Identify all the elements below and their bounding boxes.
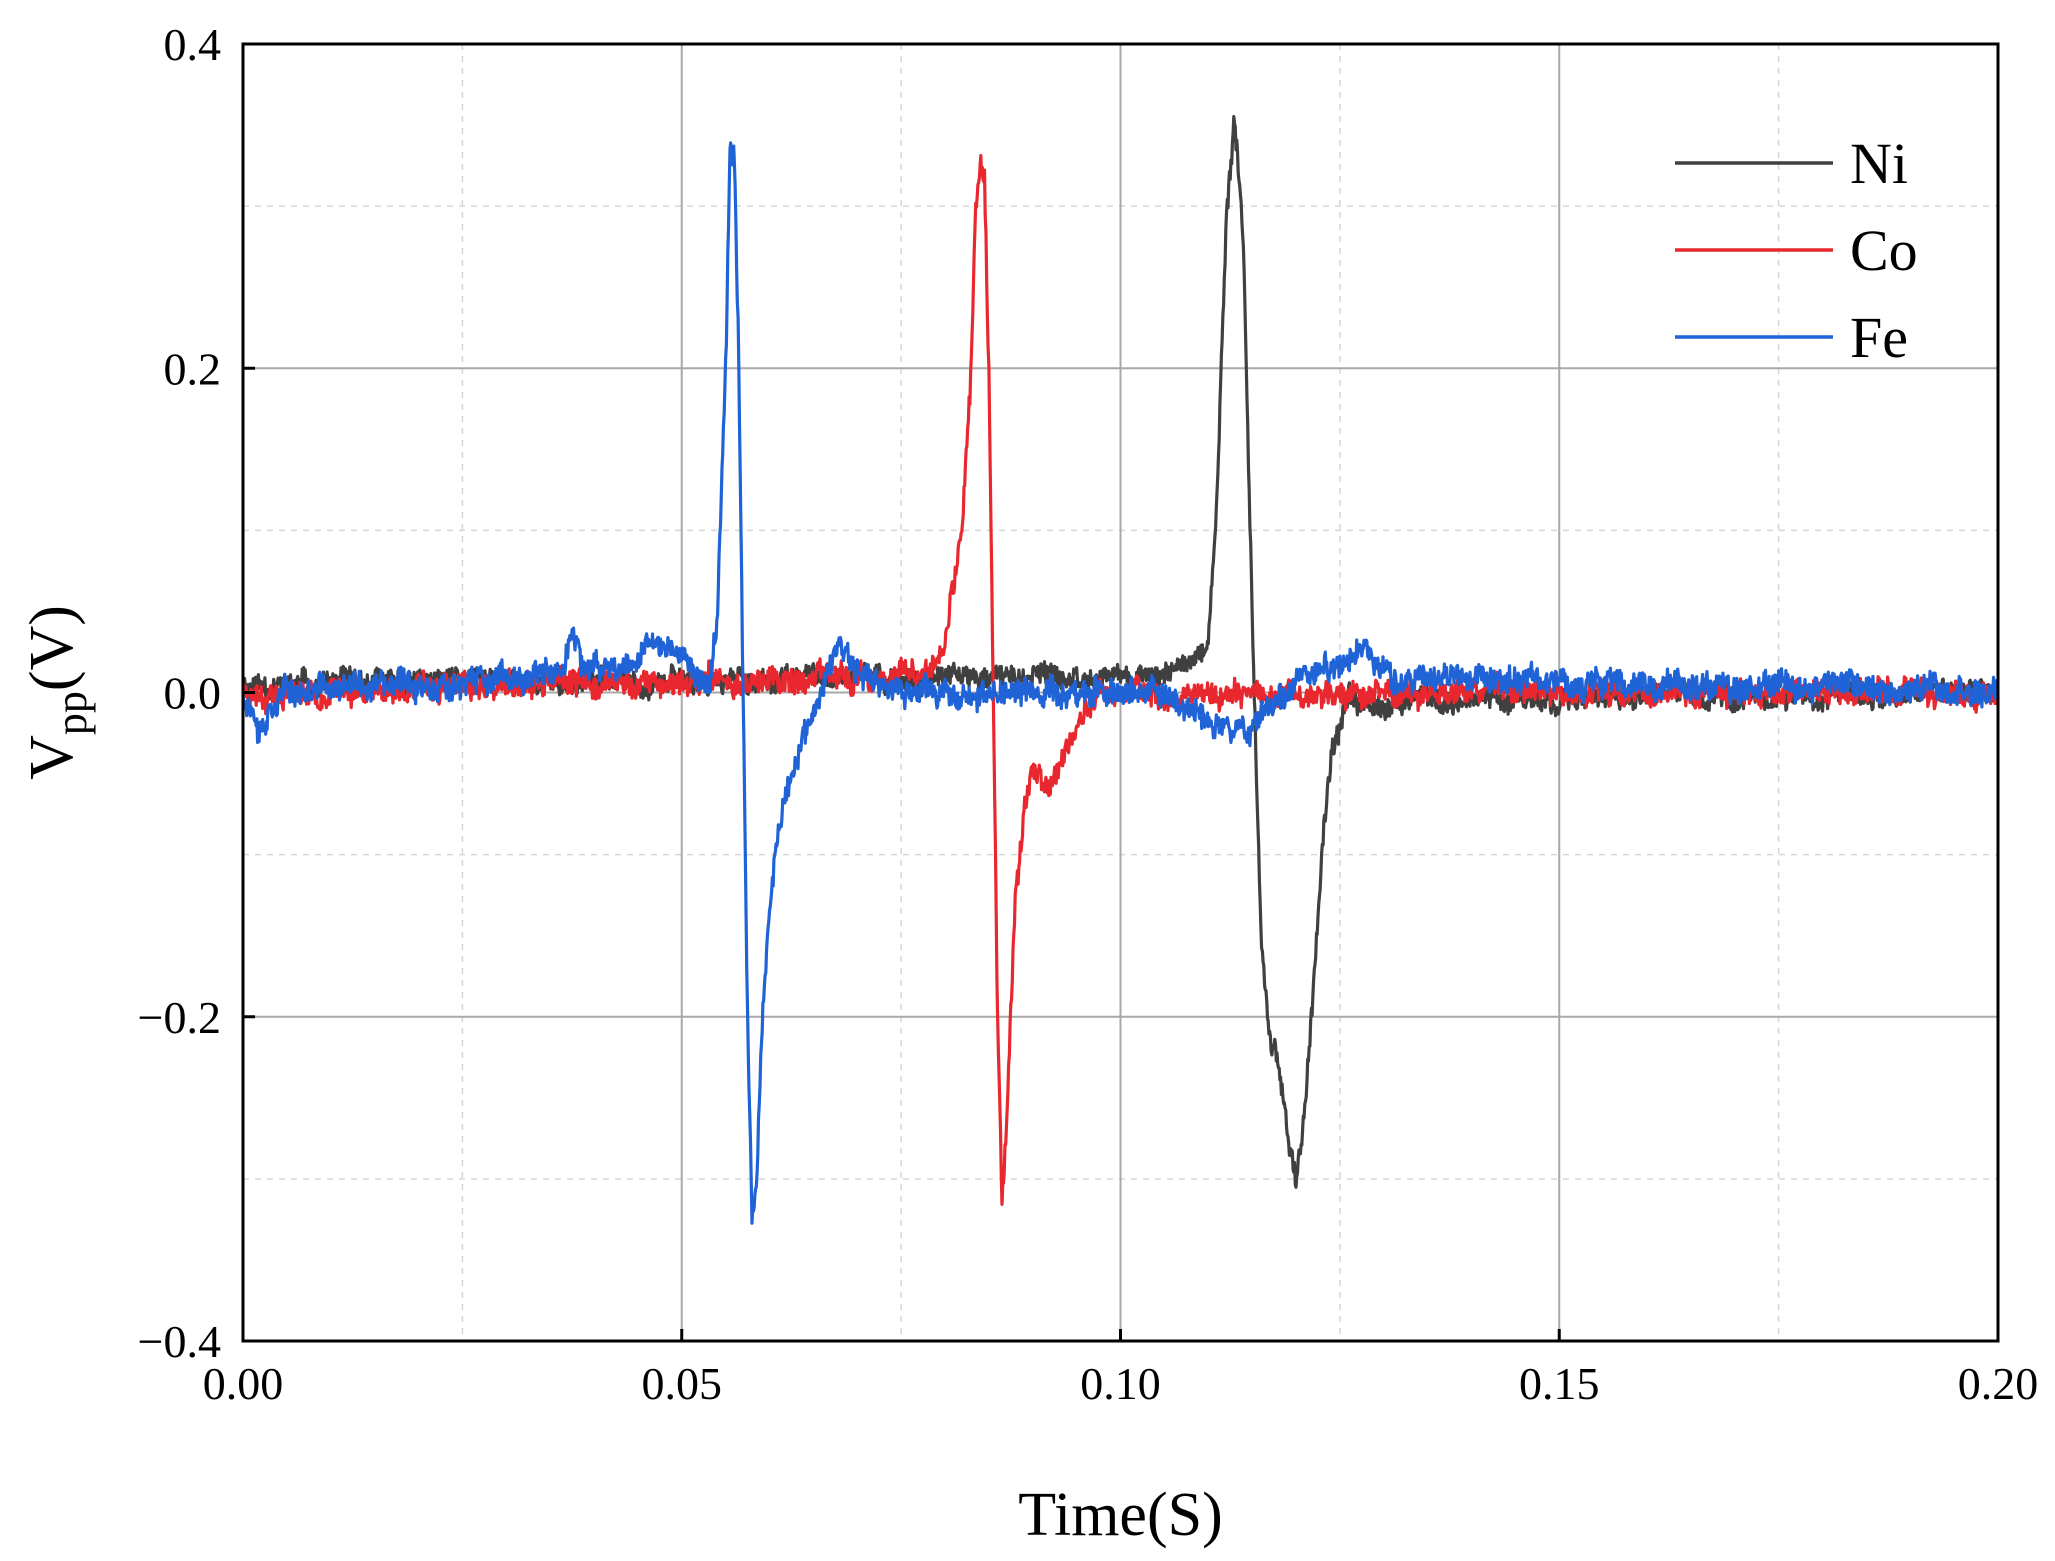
y-tick-label: 0.4	[164, 19, 222, 70]
y-axis-title-unit: (V)	[18, 605, 86, 691]
y-tick-label: −0.4	[138, 1316, 221, 1367]
x-tick-label: 0.10	[1080, 1358, 1161, 1409]
series-line-fe	[241, 141, 2000, 1225]
x-tick-labels: 0.00 0.05 0.10 0.15 0.20	[203, 1358, 2039, 1409]
x-tick-label: 0.20	[1958, 1358, 2039, 1409]
y-axis-title-subscript: pp	[47, 691, 96, 735]
tick-layer	[241, 42, 2000, 1343]
series-layer	[241, 115, 2000, 1225]
y-tick-label: 0.2	[164, 343, 222, 394]
legend-label-fe: Fe	[1850, 305, 1908, 370]
y-axis-title: Vpp(V)	[18, 605, 96, 780]
y-tick-label: 0.0	[164, 668, 222, 719]
y-axis-title-main: V	[18, 735, 86, 780]
legend-label-co: Co	[1850, 218, 1918, 283]
y-tick-labels: −0.4 −0.2 0.0 0.2 0.4	[138, 19, 221, 1367]
legend: Ni Co Fe	[1675, 131, 1918, 370]
x-tick-label: 0.15	[1519, 1358, 1600, 1409]
x-tick-label: 0.05	[642, 1358, 723, 1409]
legend-label-ni: Ni	[1850, 131, 1908, 196]
x-tick-label: 0.00	[203, 1358, 284, 1409]
x-axis-title: Time(S)	[1018, 1481, 1222, 1549]
y-tick-label: −0.2	[138, 992, 221, 1043]
